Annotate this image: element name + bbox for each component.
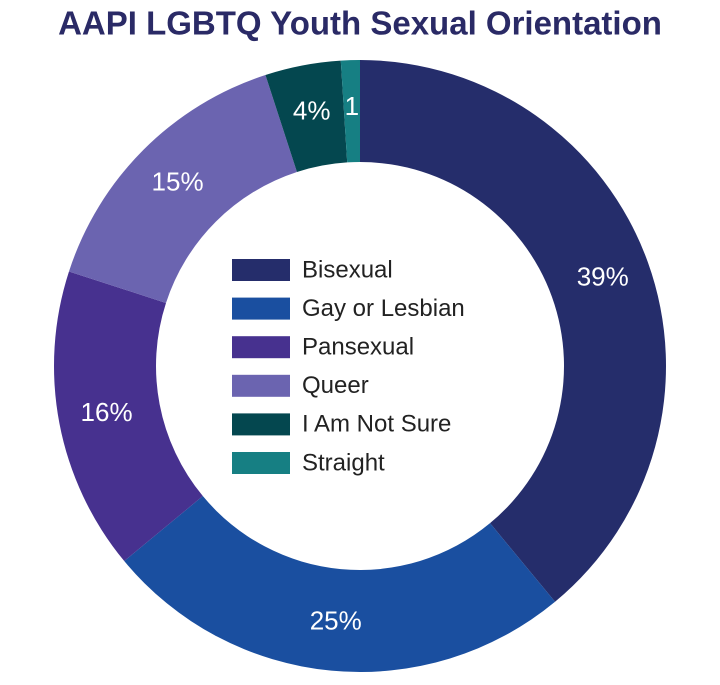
legend-label: Straight [302, 449, 385, 476]
data-label: 15% [152, 166, 204, 196]
donut-segment [68, 74, 297, 303]
legend-label: Queer [302, 372, 369, 399]
donut-segment [53, 271, 203, 562]
legend-swatch [232, 297, 290, 320]
data-label: 25% [310, 606, 362, 636]
legend-label: Bisexual [302, 256, 393, 283]
legend-swatch [232, 452, 290, 474]
legend-swatch [232, 413, 290, 436]
legend-swatch [232, 259, 290, 281]
legend-label: I Am Not Sure [302, 411, 451, 438]
data-label: 39% [577, 261, 629, 291]
data-label: 1 [345, 91, 359, 121]
donut-segment [340, 60, 360, 163]
donut-segment [265, 60, 348, 172]
chart-title: AAPI LGBTQ Youth Sexual Orientation [58, 5, 662, 42]
donut-segment [360, 60, 666, 602]
data-label: 16% [81, 397, 133, 427]
legend-label: Gay or Lesbian [302, 295, 465, 322]
legend-swatch [232, 374, 290, 397]
donut-segment [124, 496, 556, 672]
data-label: 4% [293, 95, 331, 125]
legend-label: Pansexual [302, 334, 414, 361]
legend-swatch [232, 336, 290, 359]
